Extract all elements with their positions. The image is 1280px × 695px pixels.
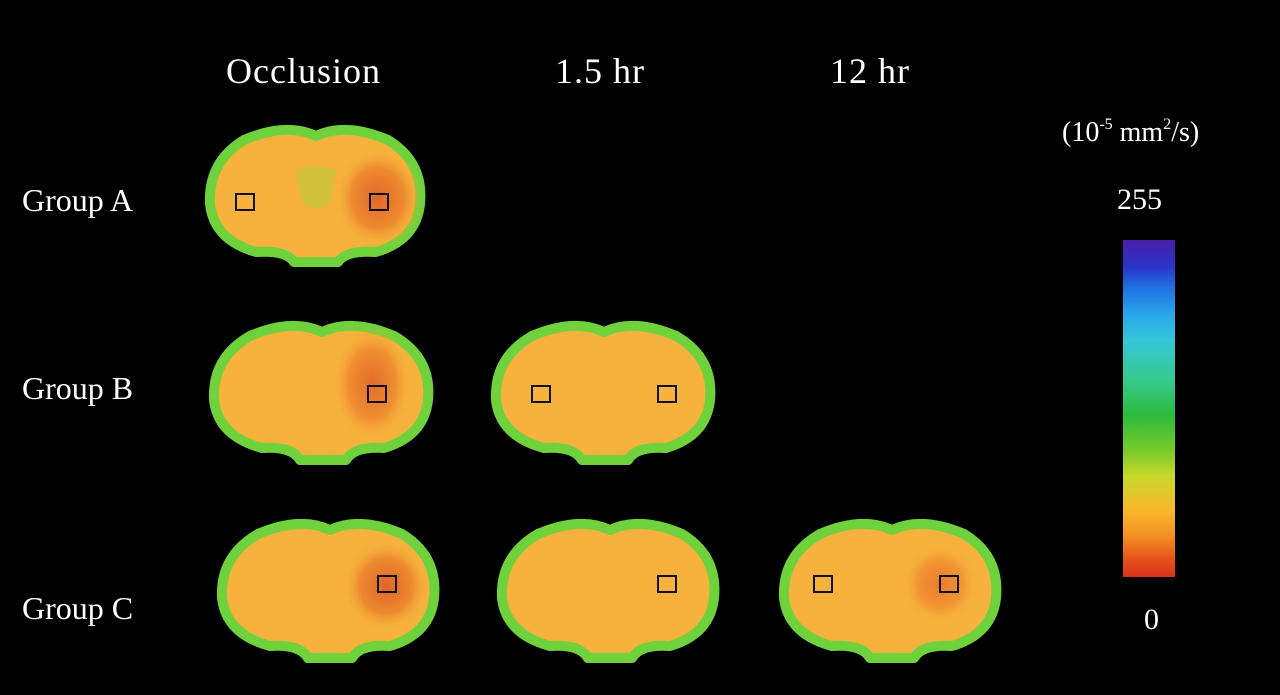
roi-box bbox=[369, 193, 389, 211]
column-title-occlusion: Occlusion bbox=[226, 51, 381, 91]
row-label-group-b: Group B bbox=[22, 370, 134, 406]
column-title-12-hr: 12 hr bbox=[830, 51, 910, 91]
roi-box bbox=[657, 575, 677, 593]
row-label-group-a: Group A bbox=[22, 182, 134, 218]
roi-box bbox=[939, 575, 959, 593]
roi-box bbox=[235, 193, 255, 211]
column-title-1-5-hr: 1.5 hr bbox=[555, 51, 645, 91]
brain-slice-group-c-1-5-hr bbox=[496, 518, 720, 663]
brain-slice-group-b-occlusion bbox=[208, 320, 434, 465]
brain-slice-group-c-12-hr bbox=[778, 518, 1002, 663]
colorbar-max-label: 255 bbox=[1117, 183, 1162, 216]
roi-box bbox=[367, 385, 387, 403]
colorbar-unit: (10-5 mm2/s) bbox=[1062, 116, 1200, 148]
roi-box bbox=[531, 385, 551, 403]
roi-box bbox=[657, 385, 677, 403]
roi-box bbox=[377, 575, 397, 593]
colorbar-min-label: 0 bbox=[1144, 603, 1159, 636]
brain-slice-group-b-1-5-hr bbox=[490, 320, 716, 465]
roi-box bbox=[813, 575, 833, 593]
brain-slice-group-c-occlusion bbox=[216, 518, 440, 663]
colorbar bbox=[1123, 240, 1175, 577]
row-label-group-c: Group C bbox=[22, 590, 134, 626]
brain-slice-group-a-occlusion bbox=[204, 124, 426, 267]
